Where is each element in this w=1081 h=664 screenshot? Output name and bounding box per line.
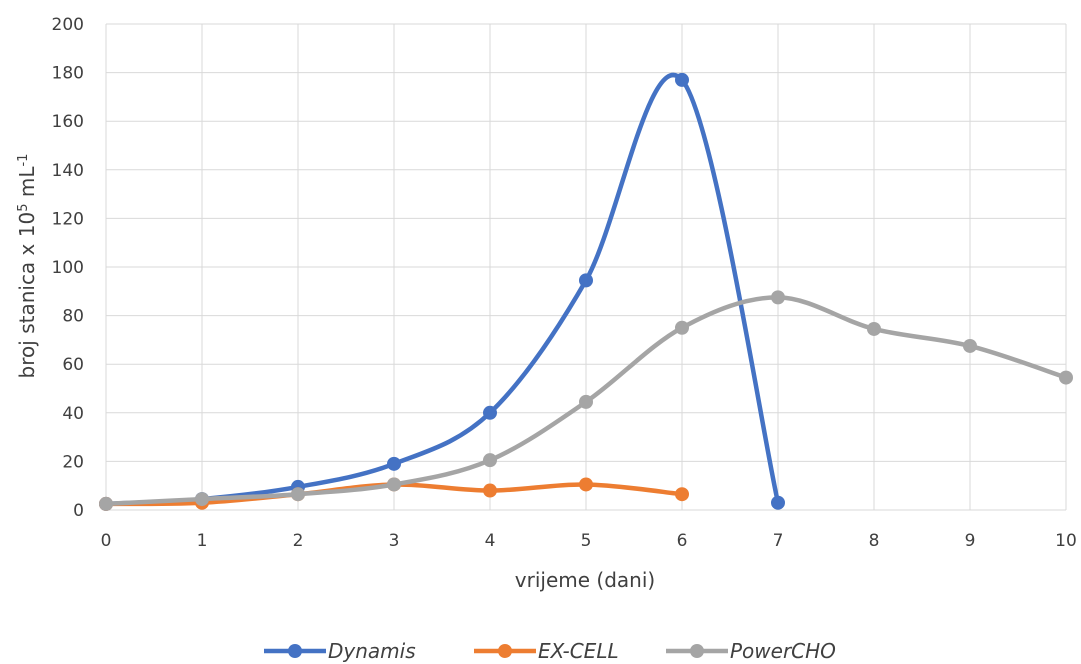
data-point-ex-cell (483, 483, 497, 498)
x-tick-label: 7 (773, 531, 784, 551)
y-axis-title-sup2: -1 (16, 154, 31, 167)
y-tick-label: 160 (52, 112, 84, 132)
x-tick-label: 3 (389, 531, 400, 551)
x-tick-label: 5 (581, 531, 592, 551)
legend-item-dynamis: Dynamis (264, 639, 416, 663)
x-tick-label: 6 (677, 531, 688, 551)
legend-item-powercho: PowerCHO (666, 639, 836, 663)
y-axis-title-unit: mL (15, 166, 39, 204)
x-tick-label: 4 (485, 531, 496, 551)
legend-label: PowerCHO (730, 639, 836, 663)
data-point-dynamis (675, 72, 689, 87)
data-point-dynamis (483, 405, 497, 420)
data-point-powercho (579, 394, 593, 409)
data-point-powercho (99, 496, 113, 511)
data-point-powercho (483, 453, 497, 468)
legend-swatch-marker (690, 644, 704, 658)
legend-label: Dynamis (328, 639, 416, 663)
y-tick-label: 140 (52, 161, 84, 181)
data-point-powercho (291, 487, 305, 502)
series-group (99, 72, 1073, 511)
series-line-powercho (103, 295, 1069, 507)
legend-label: EX-CELL (538, 639, 619, 663)
y-tick-label: 20 (62, 452, 84, 472)
y-axis-title-base: broj stanica x 10 (15, 212, 39, 379)
y-tick-label: 0 (73, 501, 84, 521)
data-point-powercho (771, 290, 785, 305)
y-tick-label: 60 (62, 355, 84, 375)
x-tick-label: 8 (869, 531, 880, 551)
legend-swatch-marker (288, 644, 302, 658)
gridlines (105, 23, 1067, 511)
y-tick-label: 200 (52, 15, 84, 35)
x-tick-labels: 0 1 2 3 4 5 6 7 8 9 10 (101, 531, 1077, 551)
x-axis-title: vrijeme (dani) (515, 568, 655, 592)
data-point-ex-cell (675, 487, 689, 502)
legend-item-ex-cell: EX-CELL (474, 639, 619, 663)
y-tick-label: 80 (62, 307, 84, 327)
x-tick-label: 10 (1055, 531, 1077, 551)
data-point-ex-cell (579, 477, 593, 492)
x-tick-label: 2 (293, 531, 304, 551)
x-tick-label: 0 (101, 531, 112, 551)
y-tick-label: 40 (62, 404, 84, 424)
data-point-powercho (963, 338, 977, 353)
y-tick-label: 100 (52, 258, 84, 278)
series-powercho (99, 290, 1073, 511)
data-point-dynamis (771, 495, 785, 510)
data-point-powercho (675, 320, 689, 335)
data-point-dynamis (579, 273, 593, 288)
y-axis-title-sup1: 5 (16, 204, 31, 212)
data-point-powercho (867, 321, 881, 336)
data-point-powercho (387, 477, 401, 492)
x-tick-label: 1 (197, 531, 208, 551)
y-tick-label: 180 (52, 64, 84, 84)
legend: Dynamis EX-CELL PowerCHO (264, 639, 836, 663)
data-point-powercho (1059, 370, 1073, 385)
data-point-dynamis (387, 456, 401, 471)
y-tick-labels: 0 20 40 60 80 100 120 140 160 180 200 (52, 15, 84, 521)
x-tick-label: 9 (965, 531, 976, 551)
data-point-powercho (195, 492, 209, 507)
legend-swatch-marker (498, 644, 512, 658)
y-tick-label: 120 (52, 209, 84, 229)
series-line-dynamis (103, 72, 781, 507)
y-axis-title: broj stanica x 105 mL-1 (15, 154, 39, 379)
